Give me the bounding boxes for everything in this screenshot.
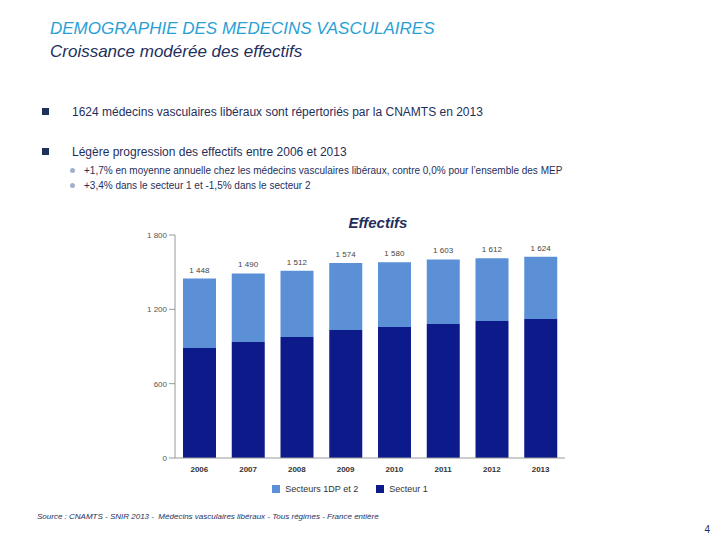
svg-text:1 603: 1 603 xyxy=(433,246,454,255)
html-text:Effectifs: Effectifs xyxy=(348,214,408,231)
html-text:Légère progression des effecti: Légère progression des effectifs entre 2… xyxy=(72,145,347,159)
svg-text:1 612: 1 612 xyxy=(482,245,503,254)
html-text:+1,7% en moyenne annuelle chez: +1,7% en moyenne annuelle chez les médec… xyxy=(84,165,563,176)
svg-text:1 200: 1 200 xyxy=(147,305,168,314)
svg-text:2013: 2013 xyxy=(532,465,550,474)
svg-text:2011: 2011 xyxy=(434,465,452,474)
html-text:DEMOGRAPHIE DES MEDECINS VASCU: DEMOGRAPHIE DES MEDECINS VASCULAIRES xyxy=(50,19,435,38)
html-text:Source : CNAMTS - SNIR 2013 -: Source : CNAMTS - SNIR 2013 - Médecins v… xyxy=(37,512,379,521)
svg-text:1 448: 1 448 xyxy=(189,266,210,275)
html-text:Secteur 1: Secteur 1 xyxy=(389,484,428,494)
html-text:1624 médecins vasculaires libé: 1624 médecins vasculaires libéraux sont … xyxy=(72,105,483,119)
svg-text:2012: 2012 xyxy=(483,465,501,474)
html-text:+3,4% dans le secteur 1 et -1,: +3,4% dans le secteur 1 et -1,5% dans le… xyxy=(84,180,311,191)
svg-text:1 490: 1 490 xyxy=(238,260,259,269)
svg-text:1 624: 1 624 xyxy=(531,244,552,253)
svg-text:1 574: 1 574 xyxy=(336,250,357,259)
svg-text:1 800: 1 800 xyxy=(147,231,168,240)
svg-text:2007: 2007 xyxy=(239,465,257,474)
svg-text:600: 600 xyxy=(154,380,168,389)
svg-text:0: 0 xyxy=(163,454,168,463)
html-text:4: 4 xyxy=(704,524,710,535)
svg-text:2010: 2010 xyxy=(385,465,403,474)
svg-text:2008: 2008 xyxy=(288,465,306,474)
svg-text:2006: 2006 xyxy=(190,465,208,474)
svg-text:2009: 2009 xyxy=(337,465,355,474)
html-text:Croissance modérée des effecti: Croissance modérée des effectifs xyxy=(50,42,303,61)
html-text:Secteurs 1DP et 2: Secteurs 1DP et 2 xyxy=(285,484,359,494)
svg-text:1 512: 1 512 xyxy=(287,258,308,267)
svg-text:1 580: 1 580 xyxy=(384,249,405,258)
